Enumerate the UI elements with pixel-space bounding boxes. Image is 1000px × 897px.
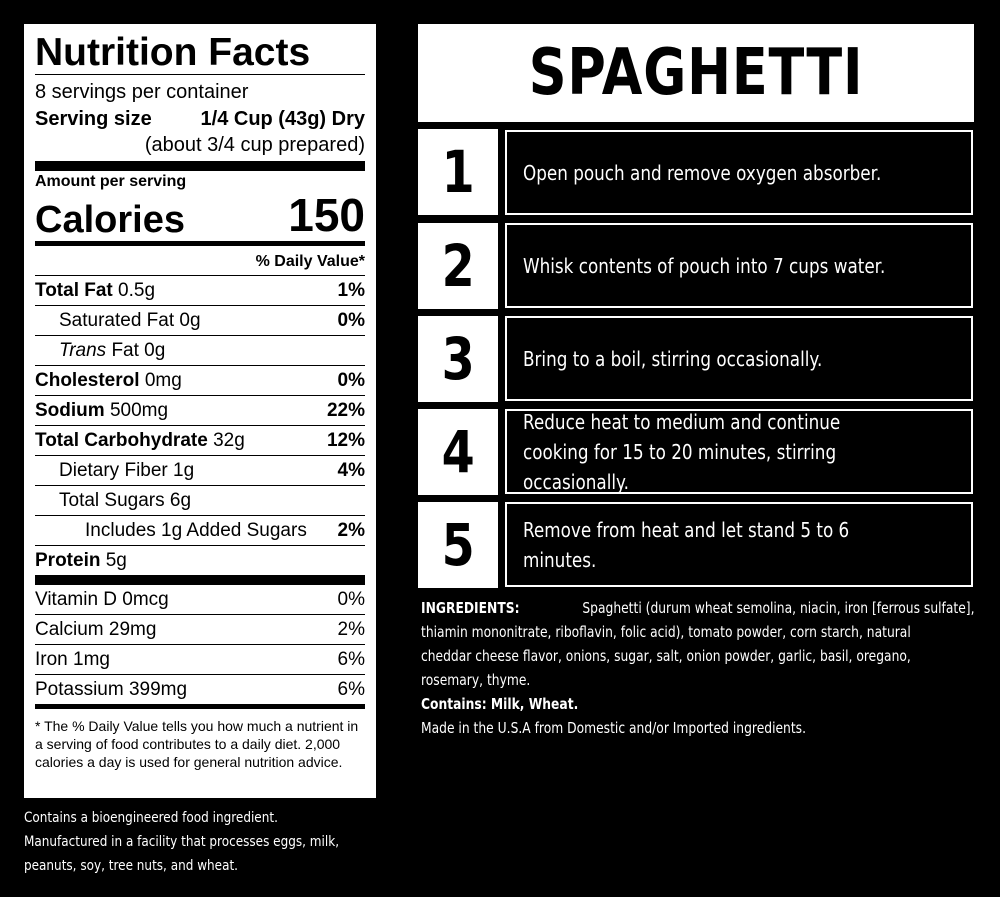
serving-size-label: Serving size [35,108,152,130]
vitamin-row: Calcium 29mg 2% [35,614,365,644]
step-number-box: 1 [418,129,498,215]
step-text-box: Remove from heat and let stand 5 to 6 mi… [505,502,973,587]
calories-label: Calories [35,199,185,241]
nutrient-row: Total Fat 0.5g 1% [35,275,365,305]
nutrient-row: Sodium 500mg 22% [35,395,365,425]
ingredients-line: INGREDIENTS: Spaghetti (durum wheat semo… [421,596,975,620]
nutrient-row: Includes 1g Added Sugars 2% [35,515,365,545]
step-text-box: Bring to a boil, stirring occasionally. [505,316,973,401]
nutrition-title: Nutrition Facts [35,31,311,74]
nutrient-row: Total Carbohydrate 32g 12% [35,425,365,455]
note-line: Contains a bioengineered food ingredient… [24,810,278,826]
step-text-box: Whisk contents of pouch into 7 cups wate… [505,223,973,308]
serving-size-sub: (about 3/4 cup prepared) [144,134,365,156]
nutrient-row: Trans Fat 0g [35,335,365,365]
step-number-box: 5 [418,502,498,588]
step-number-box: 4 [418,409,498,495]
amount-per-serving: Amount per serving [35,173,187,190]
nutrient-row: Dietary Fiber 1g 4% [35,455,365,485]
nutrient-row: Cholesterol 0mg 0% [35,365,365,395]
vitamin-row: Potassium 399mg 6% [35,674,365,704]
ingredients-line: cheddar cheese flavor, onions, sugar, sa… [421,647,911,665]
nutrient-row: Saturated Fat 0g 0% [35,305,365,335]
step-text-box: Reduce heat to medium and continue cooki… [505,409,973,494]
ingredients-line: rosemary, thyme. [421,671,531,689]
daily-value-footnote: * The % Daily Value tells you how much a… [35,718,359,770]
step-number-box: 3 [418,316,498,402]
calories-row: Calories 150 [35,191,365,239]
step-text-box: Open pouch and remove oxygen absorber. [505,130,973,215]
product-title: SPAGHETTI [528,36,864,110]
step-number-box: 2 [418,223,498,309]
note-line: peanuts, soy, tree nuts, and wheat. [24,858,239,874]
product-title-box: SPAGHETTI [418,24,974,122]
ingredients-line: thiamin mononitrate, riboflavin, folic a… [421,623,911,641]
origin-line: Made in the U.S.A from Domestic and/or I… [421,719,807,737]
calories-value: 150 [288,189,365,241]
ingredients-label: INGREDIENTS: [421,599,520,617]
note-line: Manufactured in a facility that processe… [24,834,340,850]
nutrient-row: Protein 5g [35,545,365,575]
vitamin-row: Iron 1mg 6% [35,644,365,674]
vitamin-row: Vitamin D 0mcg 0% [35,589,365,610]
vitamins-list: Vitamin D 0mcg 0% Calcium 29mg 2% Iron 1mg… [35,585,365,704]
serving-size-value: 1/4 Cup (43g) Dry [200,108,365,130]
ingredients-block: INGREDIENTS: Spaghetti (durum wheat semo… [421,596,981,740]
daily-value-header: % Daily Value* [255,253,365,270]
allergen-notes: Contains a bioengineered food ingredient… [24,806,384,878]
contains-line: Contains: Milk, Wheat. [421,695,579,713]
nutrient-row: Total Sugars 6g [35,485,365,515]
nutrition-facts-panel: Nutrition Facts 8 servings per container… [24,24,376,798]
servings-per-container: 8 servings per container [35,81,249,103]
serving-size-row: Serving size 1/4 Cup (43g) Dry [35,106,365,132]
